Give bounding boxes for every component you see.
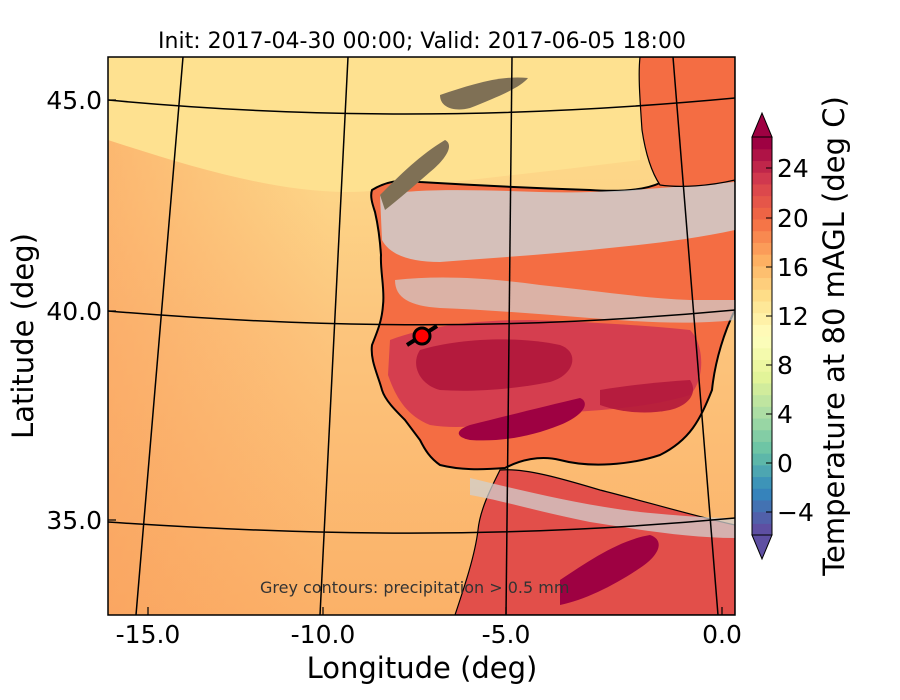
colorbar-band <box>752 207 772 220</box>
colorbar-band <box>752 453 772 466</box>
colorbar-band <box>752 160 772 173</box>
hot-core-guadalquivir <box>458 398 585 441</box>
y-tick-label: 40.0 <box>46 297 102 326</box>
dark-precip-streak-1 <box>440 77 528 110</box>
colorbar-band <box>752 254 772 267</box>
y-axis-label: Latitude (deg) <box>6 233 40 439</box>
colorbar-band <box>752 242 772 255</box>
mid-cloud-belt <box>395 277 735 323</box>
x-tick-label: -15.0 <box>116 620 181 649</box>
map-panel: Grey contours: precipitation > 0.5 mm <box>108 57 735 615</box>
colorbar-band <box>752 137 772 150</box>
x-axis-label: Longitude (deg) <box>307 651 538 685</box>
colorbar-band <box>752 324 772 337</box>
colorbar-band <box>752 312 772 325</box>
colorbar-frame <box>751 136 773 536</box>
colorbar-tick-label: 0 <box>777 449 793 478</box>
x-tick-label: -5.0 <box>482 620 531 649</box>
dark-precip-streak-2 <box>380 140 450 210</box>
map-frame <box>107 56 736 616</box>
y-tick-label: 35.0 <box>46 506 102 535</box>
x-ticks: -15.0 -10.0 -5.0 0.0 <box>116 607 742 649</box>
graticule <box>108 57 735 615</box>
colorbar-band <box>752 464 772 478</box>
colorbar-band <box>752 195 772 208</box>
graticule-lon-m15 <box>135 57 184 615</box>
colorbar-band <box>752 183 772 197</box>
colorbar-band <box>752 336 772 349</box>
chart-title: Init: 2017-04-30 00:00; Valid: 2017-06-0… <box>158 29 686 54</box>
graticule-lon-m5 <box>505 57 513 615</box>
colorbar-tick-label: 16 <box>777 253 809 282</box>
colorbar-extend-min <box>751 534 773 561</box>
graticule-lat-45 <box>108 97 735 115</box>
colorbar-tick-label: 12 <box>777 302 809 331</box>
y-ticks: 45.0 40.0 35.0 <box>46 86 116 535</box>
france-coast <box>638 57 735 187</box>
location-marker <box>405 324 439 347</box>
colorbar-band <box>752 371 772 384</box>
colorbar-band <box>752 218 772 232</box>
colorbar-tick-label: 20 <box>777 204 809 233</box>
colorbar-tick-label: −4 <box>777 498 814 527</box>
colorbar-band <box>752 511 772 524</box>
colorbar-band <box>752 359 772 372</box>
colorbar-extend-max <box>751 111 773 138</box>
colorbar-band <box>752 417 772 431</box>
colorbar-band <box>752 429 772 442</box>
colorbar-band <box>752 406 772 419</box>
colorbar-tick-label: 4 <box>777 400 793 429</box>
colorbar-band <box>752 300 772 314</box>
colorbar-band <box>752 523 772 536</box>
colorbar-band <box>752 499 772 513</box>
colorbar-band <box>752 488 772 501</box>
colorbar-label: Temperature at 80 mAGL (deg C) <box>817 96 851 577</box>
colorbar-band <box>752 382 772 396</box>
colorbar-band <box>752 172 772 185</box>
colorbar-band <box>752 277 772 290</box>
colorbar: 24 20 16 12 8 4 0 −4 <box>751 111 814 561</box>
colorbar-band <box>752 441 772 454</box>
graticule-lat-40 <box>108 309 735 326</box>
hot-core-southeast <box>600 380 694 413</box>
colorbar-band <box>752 230 772 243</box>
x-tick-label: 0.0 <box>702 620 742 649</box>
africa-hot-core <box>560 535 659 605</box>
graticule-lat-35 <box>108 517 735 534</box>
colorbar-band <box>752 347 772 361</box>
x-tick-label: -10.0 <box>291 620 356 649</box>
colorbar-band <box>752 394 772 407</box>
colorbar-band <box>752 476 772 489</box>
precip-annotation: Grey contours: precipitation > 0.5 mm <box>260 578 569 597</box>
colorbar-band <box>752 148 772 162</box>
colorbar-tick-label: 8 <box>777 351 793 380</box>
colorbar-band <box>752 265 772 279</box>
colorbar-band <box>752 289 772 302</box>
colorbar-tick-label: 24 <box>777 154 809 183</box>
y-tick-label: 45.0 <box>46 86 102 115</box>
north-cloud-belt <box>380 182 735 262</box>
graticule-lon-0 <box>672 57 719 615</box>
hot-core-tagus <box>416 339 573 391</box>
graticule-lon-m10 <box>319 57 349 615</box>
